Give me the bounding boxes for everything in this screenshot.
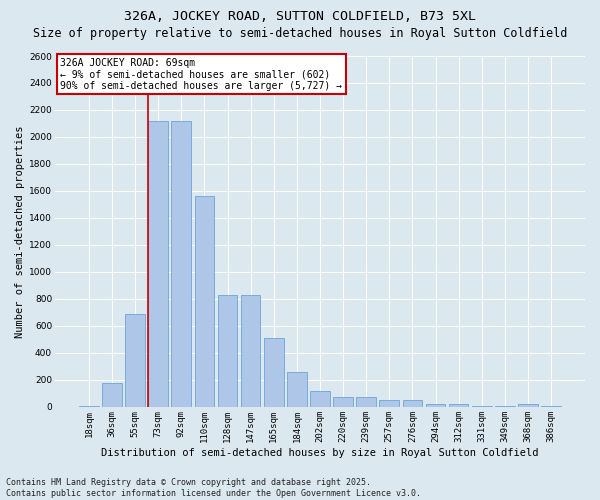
Bar — [333, 397, 353, 407]
Bar — [403, 400, 422, 407]
Bar — [264, 338, 284, 407]
X-axis label: Distribution of semi-detached houses by size in Royal Sutton Coldfield: Distribution of semi-detached houses by … — [101, 448, 539, 458]
Bar — [310, 390, 330, 407]
Bar — [194, 196, 214, 407]
Bar — [426, 404, 445, 407]
Text: Size of property relative to semi-detached houses in Royal Sutton Coldfield: Size of property relative to semi-detach… — [33, 28, 567, 40]
Bar — [172, 121, 191, 407]
Bar — [241, 295, 260, 407]
Bar — [379, 400, 399, 407]
Bar — [79, 406, 98, 407]
Bar — [541, 406, 561, 407]
Bar — [218, 295, 238, 407]
Bar — [287, 372, 307, 407]
Text: 326A JOCKEY ROAD: 69sqm
← 9% of semi-detached houses are smaller (602)
90% of se: 326A JOCKEY ROAD: 69sqm ← 9% of semi-det… — [60, 58, 342, 91]
Bar — [356, 397, 376, 407]
Bar — [125, 314, 145, 407]
Bar — [518, 404, 538, 407]
Text: 326A, JOCKEY ROAD, SUTTON COLDFIELD, B73 5XL: 326A, JOCKEY ROAD, SUTTON COLDFIELD, B73… — [124, 10, 476, 23]
Bar — [495, 406, 515, 407]
Bar — [102, 384, 122, 407]
Bar — [148, 121, 168, 407]
Text: Contains HM Land Registry data © Crown copyright and database right 2025.
Contai: Contains HM Land Registry data © Crown c… — [6, 478, 421, 498]
Bar — [472, 406, 491, 407]
Y-axis label: Number of semi-detached properties: Number of semi-detached properties — [15, 125, 25, 338]
Bar — [449, 404, 469, 407]
